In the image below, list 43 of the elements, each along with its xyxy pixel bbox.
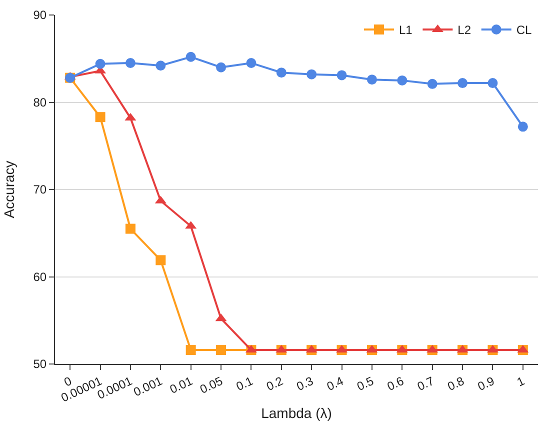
point bbox=[306, 69, 317, 80]
y-tick-label: 80 bbox=[33, 95, 47, 110]
x-tick-label: 0.05 bbox=[198, 374, 226, 396]
y-tick-label: 50 bbox=[33, 357, 47, 372]
point bbox=[488, 78, 498, 88]
point bbox=[216, 345, 226, 356]
point bbox=[427, 78, 438, 89]
point bbox=[336, 70, 347, 80]
point bbox=[276, 68, 286, 78]
point bbox=[458, 78, 468, 88]
x-tick-label: 0.8 bbox=[445, 374, 467, 394]
point bbox=[366, 74, 377, 85]
x-tick-label: 1 bbox=[514, 374, 527, 390]
point bbox=[186, 52, 196, 62]
point bbox=[95, 112, 106, 122]
x-tick-label: 0.001 bbox=[131, 374, 165, 400]
x-tick-label: 0.01 bbox=[168, 374, 195, 396]
legend-label: CL bbox=[516, 23, 532, 38]
x-axis-title: Lambda (λ) bbox=[261, 405, 332, 422]
point bbox=[95, 58, 106, 69]
point bbox=[518, 122, 528, 132]
point bbox=[216, 62, 226, 72]
y-tick-label: 70 bbox=[33, 182, 47, 197]
legend-label: L2 bbox=[458, 23, 472, 38]
x-tick-label: 0.9 bbox=[475, 374, 497, 394]
point bbox=[156, 255, 166, 266]
x-tick-label: 0.3 bbox=[294, 374, 316, 394]
point bbox=[397, 75, 408, 86]
x-tick-label: 0.6 bbox=[384, 374, 406, 394]
legend-label: L1 bbox=[399, 23, 413, 38]
y-tick-label: 60 bbox=[33, 270, 47, 284]
point bbox=[125, 58, 136, 68]
y-axis-title: Accuracy bbox=[0, 160, 17, 218]
x-tick-label: 0.2 bbox=[264, 374, 286, 394]
point bbox=[156, 60, 166, 71]
x-tick-label: 0.1 bbox=[234, 374, 256, 394]
x-tick-label: 0.4 bbox=[324, 374, 346, 394]
point bbox=[246, 58, 256, 68]
y-tick-label: 90 bbox=[33, 8, 47, 22]
point bbox=[186, 345, 196, 356]
x-tick-label: 0.5 bbox=[354, 374, 376, 394]
point bbox=[125, 224, 136, 234]
x-tick-label: 0.7 bbox=[415, 374, 436, 394]
